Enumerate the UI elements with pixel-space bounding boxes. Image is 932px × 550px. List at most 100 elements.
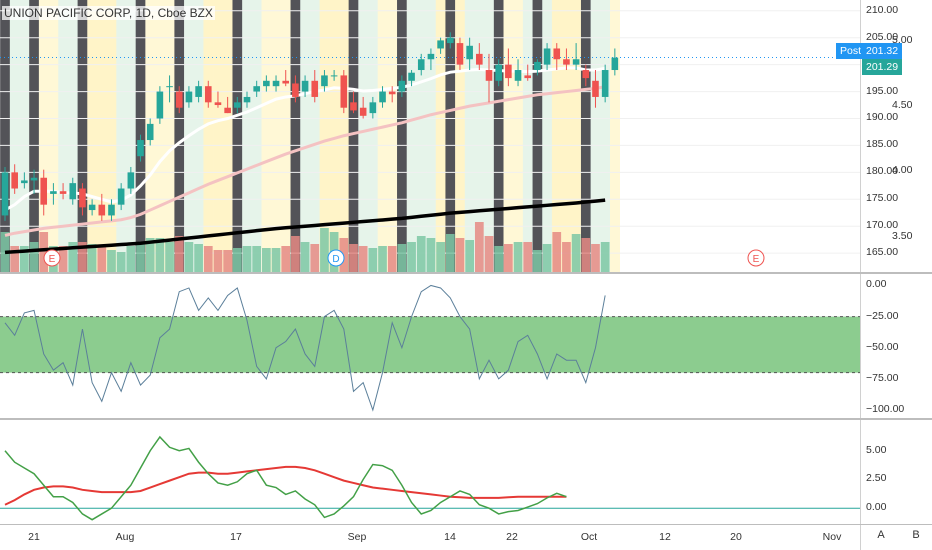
- volume-bar: [107, 250, 116, 272]
- bg-stripe: [67, 0, 78, 272]
- bg-stripe: [416, 0, 427, 272]
- candle-body: [330, 75, 338, 77]
- bg-stripe: [280, 0, 291, 272]
- price-tick: 195.00: [866, 84, 899, 97]
- secondary-tick: 4.00: [892, 164, 913, 177]
- volume-bar: [262, 248, 271, 272]
- volume-bar: [300, 242, 310, 272]
- event-marker: [327, 249, 345, 267]
- candle-body: [214, 102, 222, 106]
- bg-stripe: [513, 0, 524, 272]
- volume-bar: [436, 242, 445, 272]
- candle-body: [1, 172, 9, 216]
- volume-bar: [281, 246, 291, 272]
- time-tick: 17: [230, 531, 242, 543]
- bg-stripe: [309, 0, 320, 272]
- volume-bar: [223, 250, 232, 272]
- bg-stripe: [261, 0, 272, 272]
- bg-stripe: [426, 0, 437, 272]
- bg-stripe: [503, 0, 514, 272]
- volume-bar: [581, 238, 591, 272]
- bg-stripe: [571, 0, 582, 272]
- symbol-title: UNION PACIFIC CORP, 1D, Cboe BZX: [2, 6, 215, 20]
- candle-body: [175, 91, 183, 108]
- volume-bar: [455, 238, 465, 272]
- bg-stripe: [551, 0, 562, 272]
- volume-bar: [349, 244, 358, 272]
- volume-bar: [126, 246, 136, 272]
- log-scale-button[interactable]: B: [912, 529, 920, 541]
- oscillator-band: [0, 316, 860, 373]
- bg-stripe: [406, 0, 417, 272]
- bg-stripe: [174, 0, 185, 272]
- oscillator-tick: −75.00: [866, 371, 899, 384]
- event-marker: [747, 249, 765, 267]
- candle-body: [40, 177, 48, 205]
- bg-stripe: [319, 0, 330, 272]
- candle-body: [137, 140, 144, 157]
- bg-stripe: [77, 0, 88, 272]
- candle-body: [466, 45, 473, 60]
- volume-bar: [426, 238, 436, 272]
- bg-stripe: [484, 0, 495, 272]
- volume-bar: [465, 240, 474, 272]
- volume-bar: [368, 248, 378, 272]
- volume-bar: [416, 236, 426, 272]
- volume-bar: [310, 244, 320, 272]
- candle-body: [204, 86, 212, 103]
- candle-body: [321, 75, 328, 87]
- secondary-series-line: [4, 198, 606, 255]
- pane-separator-1[interactable]: [0, 272, 932, 274]
- oscillator-tick: −25.00: [866, 309, 899, 322]
- volume-bar: [10, 246, 20, 272]
- time-tick: Nov: [822, 531, 842, 543]
- time-tick: Sep: [347, 531, 367, 543]
- volume-bar: [155, 238, 165, 272]
- price-tick: 210.00: [866, 3, 899, 16]
- candle-body: [195, 86, 202, 97]
- volume-bar: [184, 242, 194, 272]
- bg-stripe: [106, 0, 117, 272]
- candle-body: [117, 188, 125, 205]
- bg-stripe: [455, 0, 466, 272]
- post-tag-label: Post: [836, 43, 866, 59]
- volume-bar: [116, 252, 126, 272]
- candle-body: [427, 53, 435, 60]
- candle-body: [88, 204, 96, 211]
- volume-bar: [320, 228, 329, 272]
- volume-bar: [252, 246, 262, 272]
- price-tick: 170.00: [866, 219, 899, 232]
- candle-body: [340, 75, 348, 108]
- candle-body: [234, 102, 241, 108]
- bg-stripe: [58, 0, 69, 272]
- auto-scale-button[interactable]: A: [877, 529, 885, 541]
- volume-bar: [571, 234, 581, 272]
- volume-bar: [552, 232, 562, 272]
- bg-stripe: [590, 0, 601, 272]
- candle-body: [253, 86, 260, 92]
- event-marker: [43, 249, 61, 267]
- event-marker-label: E: [753, 254, 760, 265]
- bg-stripe: [48, 0, 59, 272]
- candle-body: [437, 40, 444, 49]
- candle-body: [379, 91, 386, 103]
- bg-stripe: [368, 0, 378, 272]
- bg-stripe: [29, 0, 40, 272]
- bg-stripe: [474, 0, 485, 272]
- candle-body: [582, 70, 590, 79]
- volume-bar: [78, 242, 87, 272]
- bg-stripe: [271, 0, 282, 272]
- candle-body: [11, 172, 18, 189]
- volume-bar: [387, 246, 397, 272]
- volume-bar: [174, 236, 184, 272]
- volume-bar: [242, 246, 252, 272]
- volume-bar: [504, 244, 513, 272]
- last-price-tag: 201.29: [862, 59, 903, 75]
- volume-bar: [165, 242, 174, 272]
- volume-bar: [136, 244, 145, 272]
- bg-stripe: [251, 0, 262, 272]
- volume-bar: [600, 242, 610, 272]
- pane-separator-2[interactable]: [0, 418, 932, 420]
- candle-body: [272, 80, 280, 87]
